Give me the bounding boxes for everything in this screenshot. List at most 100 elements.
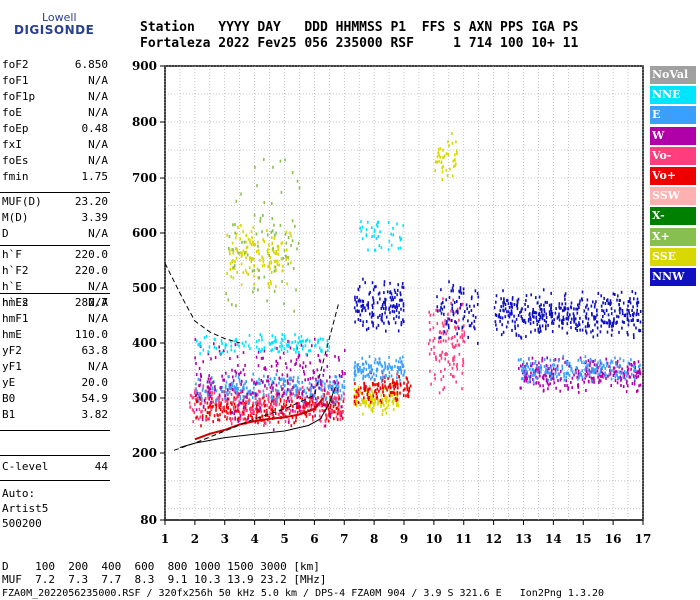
echo-point [275,373,278,377]
echo-point [513,314,515,318]
echo-point [317,396,319,400]
echo-point [557,372,560,376]
echo-point [209,387,211,391]
echo-point [461,302,464,306]
echo-point [265,368,267,371]
echo-point [631,309,633,312]
echo-point [337,404,340,408]
echo-point [394,397,397,400]
echo-point [254,382,257,386]
echo-point [329,380,331,384]
echo-point [230,411,232,415]
echo-point [436,295,438,299]
echo-point [402,302,405,306]
echo-point [637,360,640,364]
echo-point [354,361,356,364]
echo-point [309,412,311,416]
echo-point [587,368,590,372]
echo-point [286,398,289,402]
echo-point [263,401,265,405]
echo-point [232,223,234,227]
echo-point [523,366,525,370]
echo-point [353,395,356,399]
echo-point [263,424,265,427]
echo-point [289,382,291,386]
echo-point [283,248,286,252]
echo-point [366,303,368,307]
echo-point [442,332,445,336]
echo-point [353,400,356,403]
echo-point [452,358,454,362]
logo-top-text: Lowell [42,11,77,24]
echo-point [390,292,393,296]
echo-point [551,376,554,380]
echo-point [525,335,527,338]
echo-point [248,398,251,402]
echo-point [295,391,298,395]
echo-point [385,386,387,390]
echo-point [194,356,196,360]
footer-muf-line: MUF 7.2 7.3 7.7 8.3 9.1 10.3 13.9 23.2 [… [2,573,327,586]
echo-point [246,245,249,249]
echo-point [398,311,400,315]
echo-point [548,367,550,370]
echo-point [343,386,346,390]
echo-point [369,377,372,381]
echo-point [610,324,613,328]
echo-point [399,367,402,371]
echo-point [367,301,369,305]
echo-point [235,304,237,308]
echo-point [600,324,602,328]
echo-point [189,393,192,397]
echo-point [467,319,469,323]
echo-point [324,403,326,407]
echo-point [553,381,556,385]
echo-point [355,404,358,408]
header-labels: Station YYYY DAY DDD HHMMSS P1 FFS S AXN… [140,20,579,35]
echo-point [452,374,454,378]
echo-point [394,291,397,294]
echo-point [340,394,343,398]
echo-point [585,364,588,368]
x-tick-label: 8 [370,532,378,546]
echo-point [382,386,384,390]
echo-point [529,317,532,321]
echo-point [558,312,560,316]
echo-point [204,397,207,400]
echo-point [292,379,294,383]
echo-point [258,338,260,342]
echo-point [288,407,291,411]
echo-point [256,399,259,403]
echo-point [356,365,359,369]
echo-point [535,381,538,385]
echo-point [551,314,553,318]
echo-point [408,386,410,390]
echo-point [310,387,312,391]
echo-point [447,312,449,316]
echo-point [382,300,385,304]
echo-point [584,368,586,372]
echo-point [226,391,228,395]
echo-point [507,314,510,318]
echo-point [407,380,409,384]
echo-point [436,322,439,326]
echo-point [396,394,399,398]
echo-point [365,233,368,237]
echo-point [357,391,359,395]
echo-point [329,395,331,399]
param-name: foF1 [2,74,29,87]
echo-point [237,409,240,413]
echo-point [358,386,360,389]
echo-point [336,383,338,387]
echo-point [354,397,357,401]
echo-point [286,349,289,353]
echo-point [316,399,318,403]
x-tick-label: 16 [605,532,622,546]
echo-point [219,408,222,411]
echo-point [249,410,252,414]
echo-point [614,293,616,296]
echo-point [561,319,563,323]
echo-point [458,295,461,299]
echo-point [396,222,398,226]
echo-point [337,385,340,389]
